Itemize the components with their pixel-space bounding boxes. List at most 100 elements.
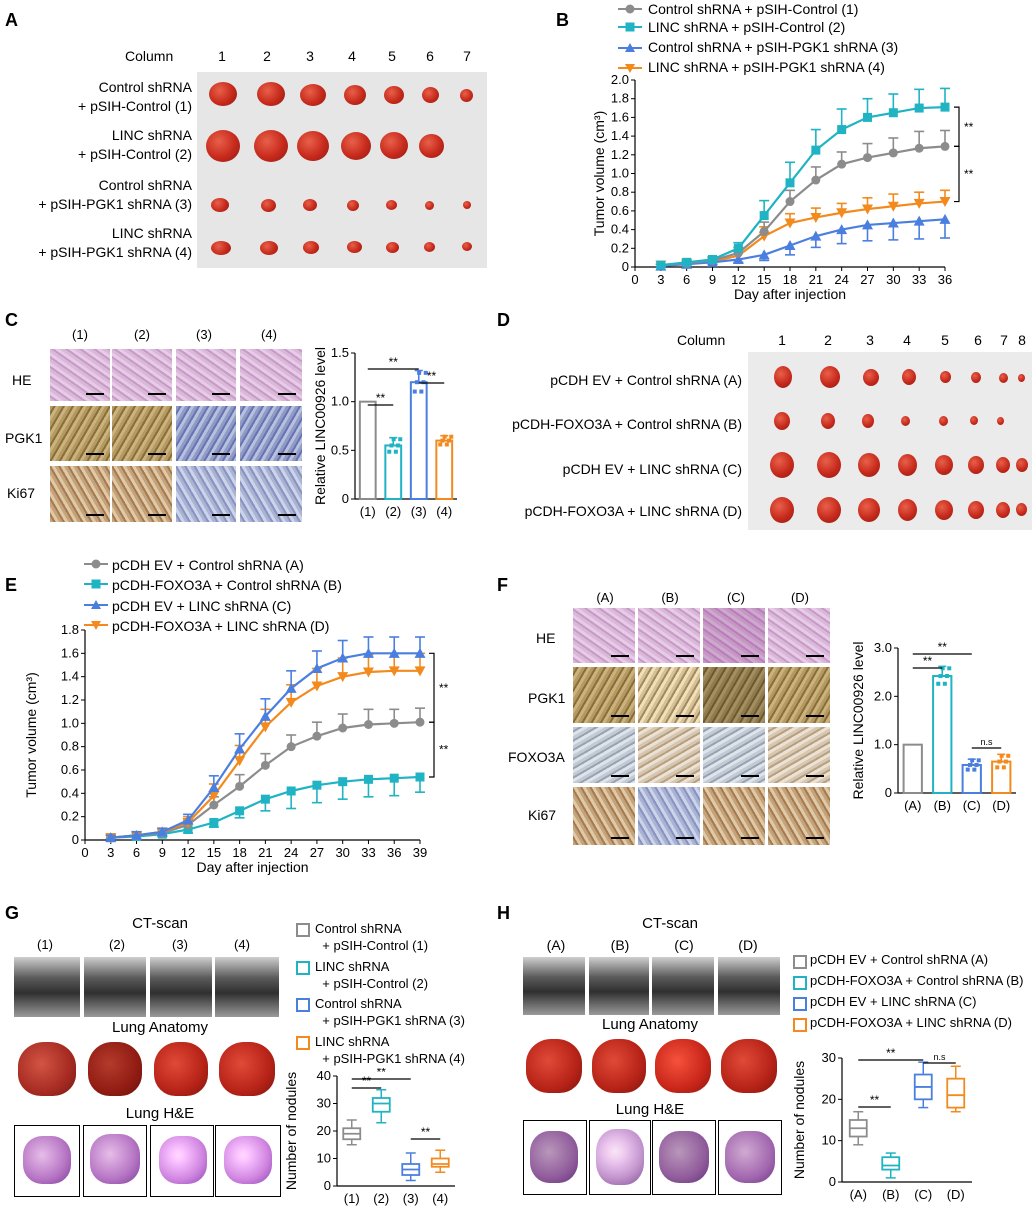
data-point — [836, 208, 848, 219]
row-label: HE — [536, 630, 556, 646]
y-axis-label: Number of nodules — [283, 1072, 299, 1190]
histology-tile — [768, 667, 830, 723]
replicate-point — [947, 666, 952, 671]
data-point — [785, 197, 795, 207]
nodule-boxplot-g: 0 10 20 30 40 Number of nodules (1) (2) (3) (4) **… — [283, 1068, 455, 1206]
replicate-point — [997, 759, 1002, 764]
replicate-point — [967, 762, 972, 767]
legend-item: pCDH-FOXO3A + Control shRNA (B) — [810, 973, 1024, 988]
data-point — [414, 647, 426, 658]
x-axis-label: Day after injection — [734, 286, 846, 302]
y-tick-label: 20 — [822, 1091, 836, 1106]
significance-label: ** — [886, 1046, 896, 1060]
significance-label: n.s — [933, 1052, 946, 1062]
series-line — [660, 218, 946, 268]
column-number: 7 — [463, 48, 471, 64]
x-tick-label: 12 — [181, 845, 195, 860]
data-point — [940, 102, 950, 112]
replicate-point — [396, 443, 401, 448]
legend-item: Control shRNA + pSIH-Control (1) — [648, 1, 859, 17]
significance-label: ** — [938, 640, 948, 654]
col-label: (B) — [661, 590, 679, 605]
y-tick-label: 1.0 — [61, 715, 79, 730]
data-point — [286, 742, 296, 752]
row-label: Control shRNA + pSIH-Control (1) — [78, 79, 192, 114]
ct-image — [215, 957, 279, 1017]
x-tick-label: (A) — [904, 798, 921, 813]
tumor-photo-a — [197, 72, 487, 268]
panel-label-g: G — [5, 903, 20, 923]
x-tick-label: 12 — [731, 272, 745, 287]
column-number: 4 — [903, 332, 911, 348]
histology-tile — [703, 608, 765, 663]
box — [946, 1077, 966, 1109]
y-tick-label: 0.2 — [611, 240, 629, 255]
nodule-boxplot-h: 0 10 20 30 Number of nodules (A) (B) (C) (D) ** **… — [791, 1046, 972, 1202]
lung-image — [14, 1038, 80, 1100]
column-number: 5 — [941, 332, 949, 348]
y-axis-label: Tumor volume (cm³) — [23, 672, 39, 798]
y-axis-label: Relative LINC00926 level — [850, 642, 866, 800]
data-point — [785, 178, 795, 188]
panel-label-b: B — [556, 10, 569, 30]
row-label: pCDH-FOXO3A + LINC shRNA (D) — [524, 503, 742, 519]
panel-label-d: D — [497, 310, 510, 330]
section-title: Lung H&E — [615, 1101, 685, 1118]
x-tick-label: 24 — [284, 845, 298, 860]
data-point — [183, 825, 193, 834]
ct-image — [589, 957, 649, 1015]
x-tick-label: 24 — [834, 272, 848, 287]
x-tick-label: 0 — [631, 272, 638, 287]
x-tick-label: 15 — [207, 845, 221, 860]
x-tick-label: 0 — [81, 845, 88, 860]
panel-label-f: F — [497, 575, 508, 595]
data-point — [362, 647, 374, 658]
y-tick-label: 20 — [317, 1123, 331, 1138]
lung-image — [718, 1035, 780, 1097]
y-tick-label: 30 — [317, 1096, 331, 1111]
y-tick-label: 10 — [822, 1133, 836, 1148]
y-axis-label: Number of nodules — [791, 1061, 807, 1179]
replicate-point — [419, 389, 424, 394]
histology-tile — [50, 466, 110, 522]
data-point — [235, 781, 245, 791]
replicate-point — [965, 767, 970, 772]
histology-tile — [703, 727, 765, 783]
data-point — [286, 786, 296, 796]
col-label: (A) — [546, 937, 566, 953]
column-number: 2 — [263, 48, 271, 64]
significance-label: ** — [389, 355, 399, 369]
legend-item: pCDH-FOXO3A + LINC shRNA (D) — [810, 1015, 1012, 1030]
significance-label: n.s — [980, 737, 993, 747]
data-point — [285, 697, 297, 708]
data-point — [939, 197, 951, 208]
data-point — [656, 260, 666, 270]
legend-item: pCDH EV + LINC shRNA (C) — [810, 994, 977, 1009]
x-tick-label: 30 — [886, 272, 900, 287]
data-point — [209, 800, 219, 810]
row-label: pCDH EV + LINC shRNA (C) — [562, 461, 742, 477]
data-point — [208, 782, 220, 792]
replicate-point — [412, 389, 417, 394]
data-point — [811, 175, 821, 185]
histology-tile — [240, 406, 302, 461]
replicate-point — [398, 437, 403, 442]
legend-item: pCDH-FOXO3A + Control shRNA (B) — [112, 577, 342, 593]
data-point — [337, 672, 349, 683]
histology-tile — [638, 727, 700, 783]
significance-label: ** — [964, 167, 974, 181]
data-point — [389, 718, 399, 728]
data-point — [914, 103, 924, 113]
he-image — [150, 1125, 214, 1197]
data-point — [363, 720, 373, 729]
box — [371, 1097, 391, 1113]
ct-image — [523, 957, 585, 1015]
x-tick-label: 9 — [709, 272, 716, 287]
y-tick-label: 1.2 — [61, 692, 79, 707]
x-tick-label: 36 — [938, 272, 952, 287]
bar — [435, 439, 454, 500]
tumor-volume-chart-b: 00.20.40.60.81.01.21.41.61.82.00 3 6 9 12 15 1… — [591, 72, 974, 302]
data-point — [362, 667, 374, 678]
data-point — [388, 666, 400, 677]
data-point — [234, 756, 246, 767]
